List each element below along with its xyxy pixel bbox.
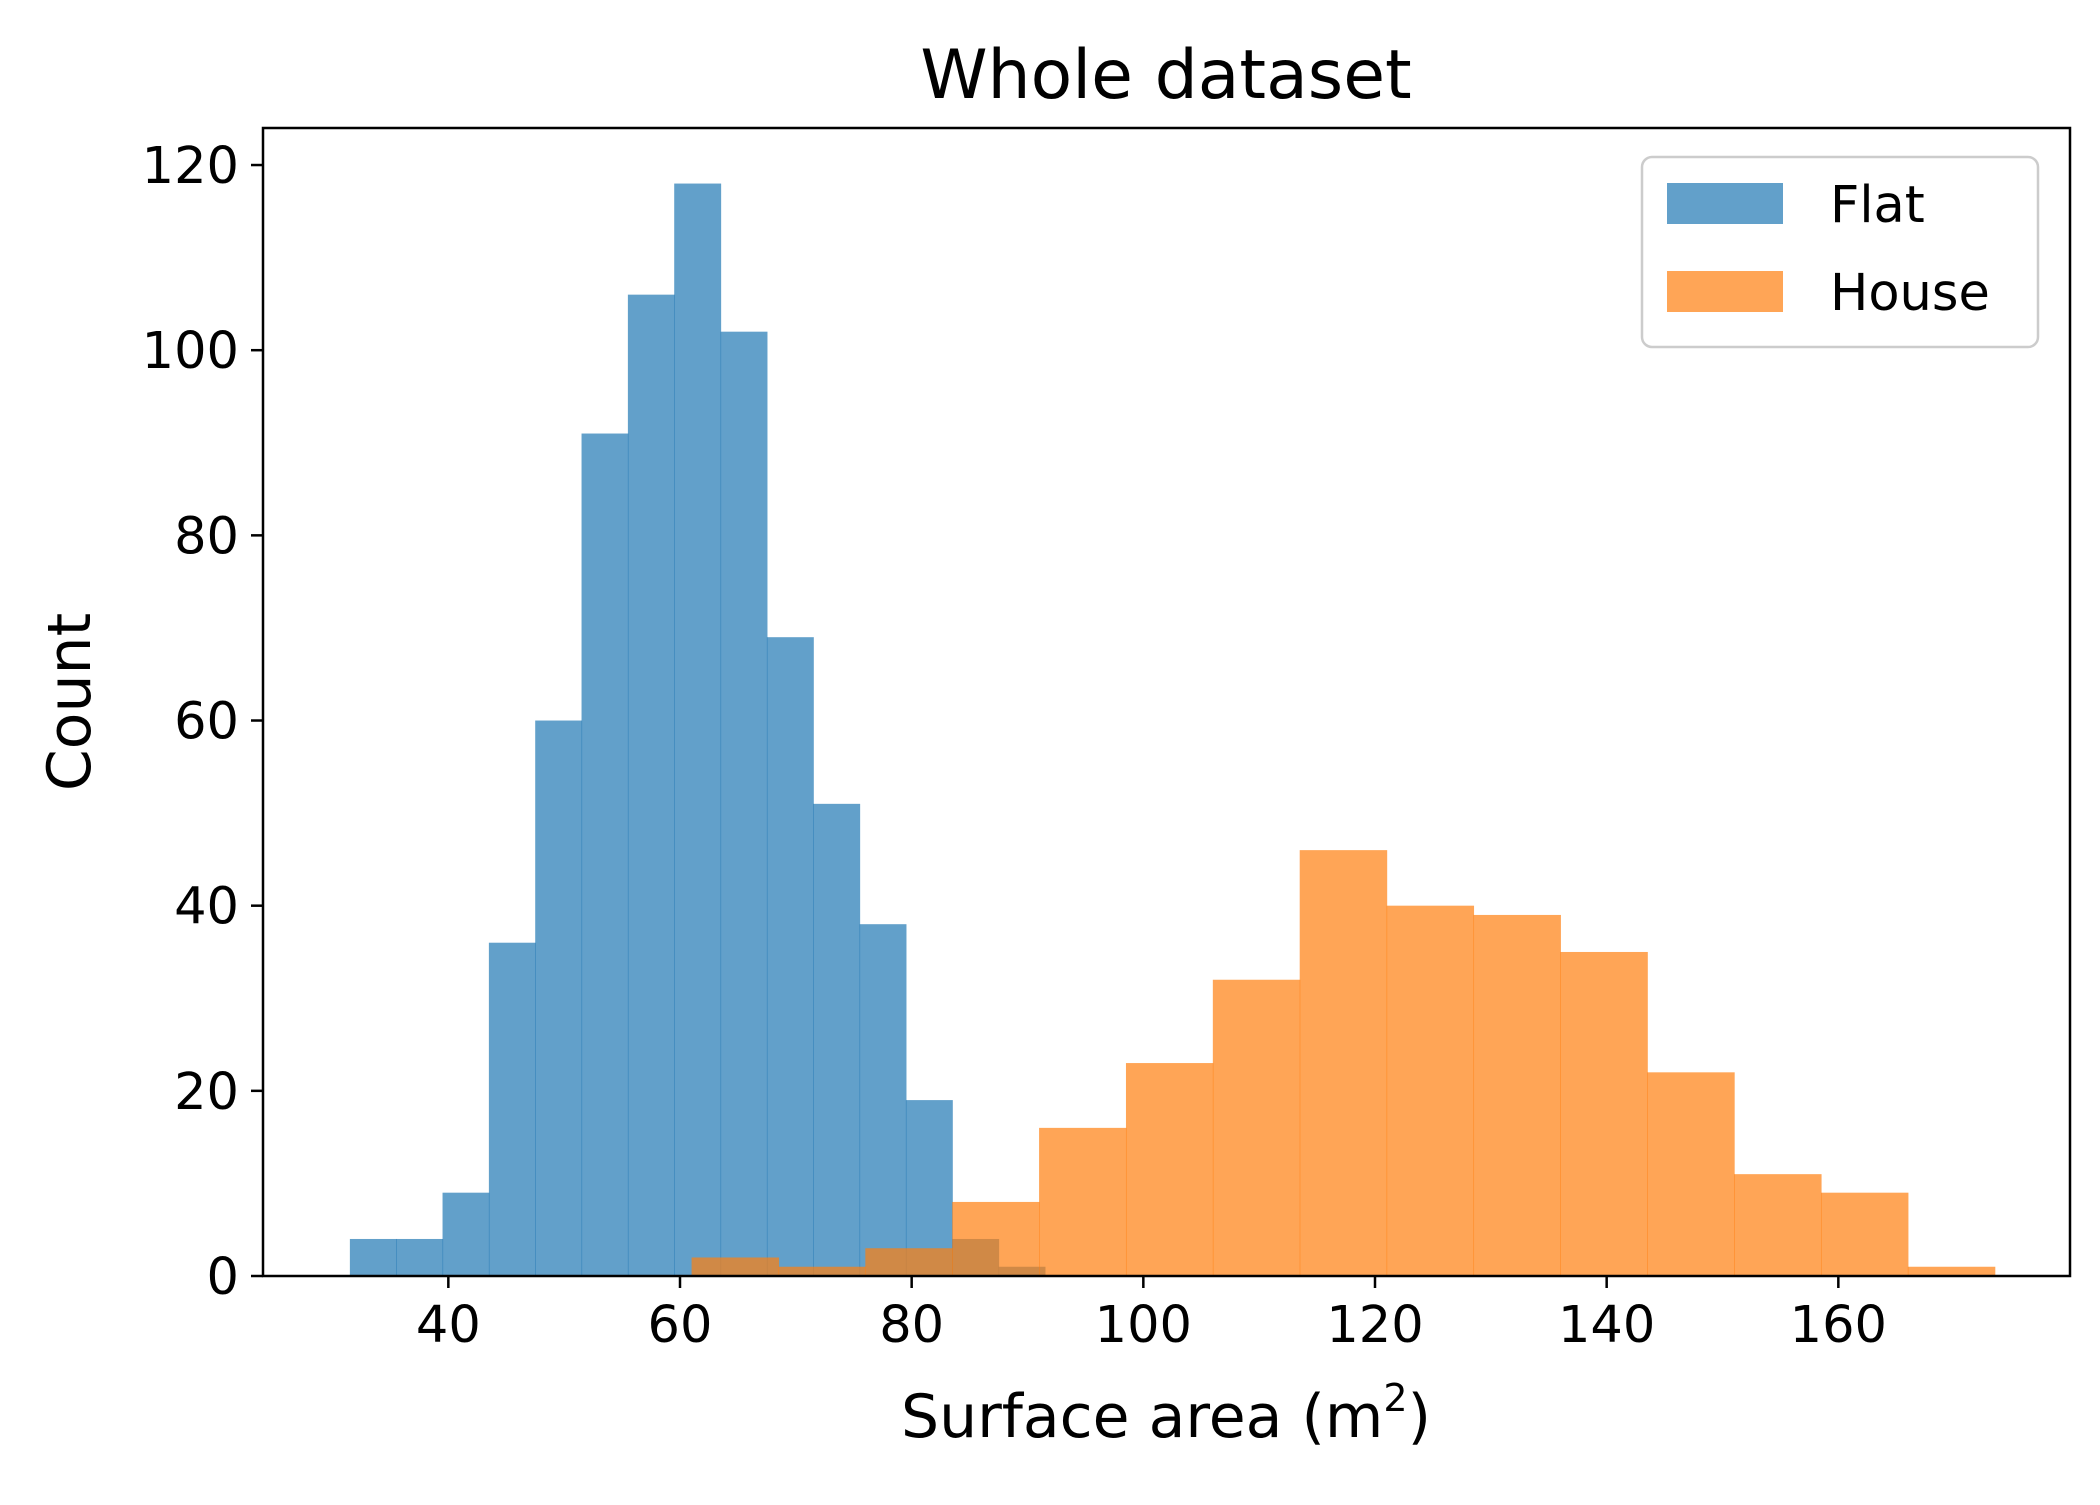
- bar-house-4: [1039, 1127, 1127, 1276]
- bar-house-1: [778, 1266, 866, 1276]
- bar-flat-3: [488, 942, 536, 1276]
- y-tick-label-120: 120: [142, 137, 239, 196]
- x-axis-label-suffix: ): [1408, 1382, 1431, 1452]
- chart-title: Whole dataset: [920, 36, 1411, 115]
- bar-flat-11: [859, 924, 907, 1276]
- bar-flat-5: [581, 433, 629, 1276]
- x-tick-label-140: 140: [1558, 1296, 1655, 1355]
- y-tick-label-80: 80: [174, 507, 239, 566]
- y-axis-label: Count: [35, 613, 105, 791]
- bar-flat-10: [813, 803, 861, 1276]
- bar-flat-8: [720, 331, 768, 1276]
- x-tick-label-160: 160: [1790, 1296, 1887, 1355]
- y-tick-label-40: 40: [174, 878, 239, 937]
- bar-house-8: [1386, 905, 1475, 1276]
- x-tick-label-120: 120: [1326, 1296, 1423, 1355]
- y-tick-label-20: 20: [174, 1063, 239, 1122]
- y-tick-label-0: 0: [207, 1248, 239, 1307]
- bar-house-13: [1820, 1192, 1909, 1276]
- x-tick-label-80: 80: [879, 1296, 944, 1355]
- bar-flat-9: [766, 637, 814, 1276]
- x-tick-label-60: 60: [648, 1296, 713, 1355]
- bars-layer: [349, 183, 1996, 1276]
- plot-frame: [261, 126, 2072, 1278]
- legend: Flat House: [1640, 155, 2040, 349]
- bar-house-2: [865, 1248, 953, 1276]
- y-tick-label-100: 100: [142, 322, 239, 381]
- x-tick-label-40: 40: [416, 1296, 481, 1355]
- bar-flat-6: [627, 294, 675, 1276]
- x-axis-label-superscript: 2: [1383, 1376, 1407, 1420]
- legend-swatch-house: [1667, 271, 1783, 312]
- bar-house-0: [691, 1257, 780, 1276]
- bar-house-9: [1473, 914, 1561, 1276]
- ticks-layer: 40 60 80 100 120 140 160 0 20 40 60 80 100 120: [142, 137, 1887, 1355]
- legend-label-house: House: [1830, 264, 1990, 323]
- bar-flat-0: [349, 1238, 397, 1276]
- x-axis-label: Surface area (m2): [901, 1376, 1431, 1452]
- bar-flat-7: [674, 183, 722, 1276]
- bar-house-7: [1299, 850, 1388, 1276]
- bar-house-12: [1734, 1174, 1822, 1276]
- y-tick-label-60: 60: [174, 693, 239, 752]
- bar-flat-4: [535, 720, 583, 1276]
- bar-house-6: [1212, 979, 1301, 1276]
- bar-flat-1: [396, 1238, 444, 1276]
- bar-house-10: [1560, 951, 1648, 1276]
- bar-flat-12: [905, 1100, 953, 1276]
- legend-label-flat: Flat: [1830, 176, 1925, 235]
- legend-swatch-flat: [1667, 183, 1783, 224]
- bar-house-3: [952, 1201, 1040, 1276]
- x-tick-label-100: 100: [1095, 1296, 1192, 1355]
- bar-house-14: [1907, 1266, 1996, 1276]
- x-axis-label-main: Surface area (m: [901, 1382, 1383, 1452]
- bar-house-5: [1125, 1063, 1214, 1276]
- bar-flat-2: [442, 1192, 490, 1276]
- bar-house-11: [1647, 1072, 1735, 1276]
